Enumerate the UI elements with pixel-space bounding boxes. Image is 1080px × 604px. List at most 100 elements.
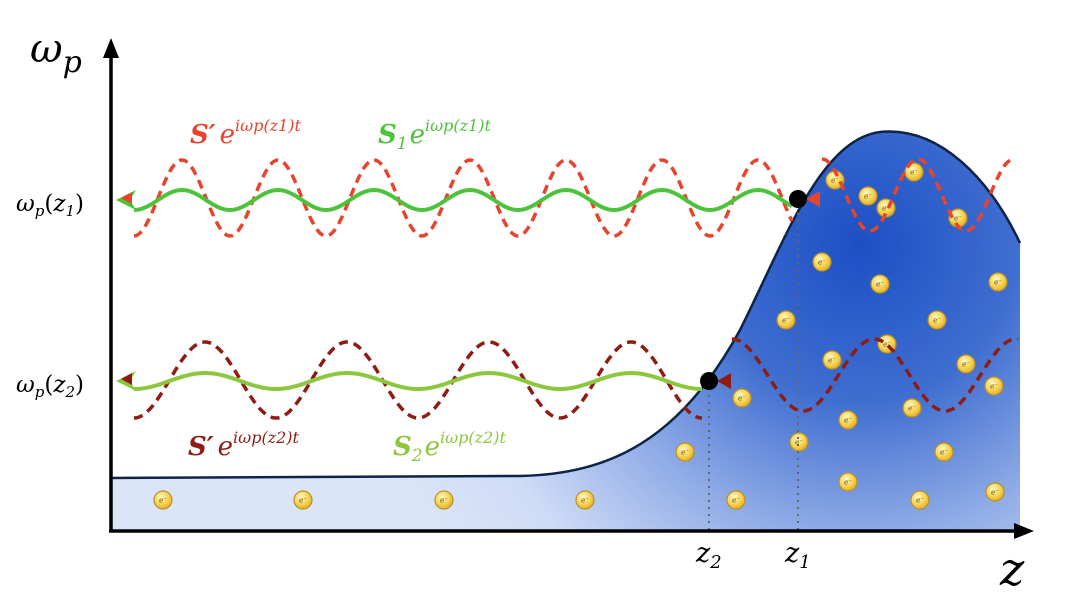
electron-dot [726,490,746,510]
electron-label: e⁻ [681,449,689,457]
electron-dot [434,490,454,510]
electron-label: e⁻ [831,177,839,185]
electron-dot [675,442,695,462]
electron-label: e⁻ [844,479,852,487]
electron-dot [812,252,832,272]
electron-dot [776,310,796,330]
electron-dot [858,186,878,206]
electron: e⁻ [789,432,809,452]
electron-label: e⁻ [844,417,852,425]
electron: e⁻ [812,252,832,272]
electron: e⁻ [870,274,890,294]
electron: e⁻ [927,310,947,330]
electron-label: e⁻ [864,193,872,201]
reflected-wave-z1 [133,158,794,238]
electron: e⁻ [732,388,752,408]
electron-label: e⁻ [908,405,916,413]
electron: e⁻ [838,472,858,492]
electron-dot [984,376,1004,396]
electron-label: e⁻ [440,497,448,505]
electron-dot [927,310,947,330]
electron-dot [838,410,858,430]
plasma-density-profile [111,130,1022,480]
electron: e⁻ [434,490,454,510]
electron: e⁻ [726,490,746,510]
turning-point-z2 [700,372,718,390]
electron-label: e⁻ [916,497,924,505]
electron-label: e⁻ [994,279,1002,287]
electron-dot [985,482,1005,502]
x-tick-z2: z2 [695,538,722,573]
electron-label: e⁻ [876,281,884,289]
turning-point-z1 [789,190,807,208]
incident-wave-z1 [821,157,1012,233]
electron: e⁻ [934,442,954,462]
electron: e⁻ [675,442,695,462]
electron-label: e⁻ [581,497,589,505]
electron-dot [293,490,313,510]
transmitted-wave-s1 [133,187,793,213]
label-s1: S1eiωp(z1)t [378,116,492,154]
electron-label: e⁻ [828,357,836,365]
electron: e⁻ [575,490,595,510]
label-s-prime-z2: S′ eiωp(z2)t [188,428,300,462]
reflected-wave-z2 [133,340,703,420]
x-axis-arrowhead [1014,523,1034,539]
electron-dot [575,490,595,510]
electron-label: e⁻ [910,169,918,177]
label-s-prime-z1: S′ eiωp(z1)t [190,116,302,150]
label-s2: S2eiωp(z2)t [393,428,507,466]
electron-dot [956,354,976,374]
electron: e⁻ [293,490,313,510]
y-axis-label: ωp [30,26,82,80]
electron-label: e⁻ [738,395,746,403]
electron: e⁻ [776,310,796,330]
electron: e⁻ [858,186,878,206]
y-axis-arrowhead [103,38,119,58]
electron-dot [902,398,922,418]
electron-label: e⁻ [795,439,803,447]
electron: e⁻ [956,354,976,374]
electron-label: e⁻ [933,317,941,325]
electron: e⁻ [825,170,845,190]
y-tick-omega-z2: ωp(z2) [16,372,84,401]
electron-label: e⁻ [882,205,890,213]
electron-label: e⁻ [883,341,891,349]
electron-label: e⁻ [732,497,740,505]
electron-dot [838,472,858,492]
incident-wave-z2 [731,337,1019,413]
wave-arrowhead-incoming-1 [806,191,820,207]
electron-label: e⁻ [954,215,962,223]
y-tick-omega-z1: ωp(z1) [16,191,84,220]
electron-label: e⁻ [299,497,307,505]
electron-label: e⁻ [818,259,826,267]
x-tick-z1: z1 [784,538,811,573]
electron-dot [904,162,924,182]
electron-label: e⁻ [159,497,167,505]
electron-dot [870,274,890,294]
electron-dot [153,490,173,510]
electron-label: e⁻ [962,361,970,369]
electron-dot [732,388,752,408]
electron: e⁻ [153,490,173,510]
electron: e⁻ [904,162,924,182]
electron-label: e⁻ [940,449,948,457]
electron-dot [822,350,842,370]
electrons-group: e⁻ e⁻ e⁻ e⁻ e⁻ e⁻ e⁻ e⁻ e⁻ e⁻ e⁻ e⁻ e⁻ e⁻ e⁻ e⁻ e⁻ e⁻ e⁻ e⁻… [153,162,1008,510]
electron-label: e⁻ [782,317,790,325]
electron: e⁻ [988,272,1008,292]
electron: e⁻ [985,482,1005,502]
plasma-density-region [112,131,1020,531]
electron-dot [988,272,1008,292]
electron-dot [910,490,930,510]
electron-label: e⁻ [990,383,998,391]
electron-dot [934,442,954,462]
electron: e⁻ [984,376,1004,396]
electron: e⁻ [822,350,842,370]
transmitted-wave-s2 [134,371,702,391]
wave-arrowhead-incoming-2 [717,373,731,389]
x-axis-label: z [999,542,1025,596]
electron: e⁻ [910,490,930,510]
electron-label: e⁻ [991,489,999,497]
